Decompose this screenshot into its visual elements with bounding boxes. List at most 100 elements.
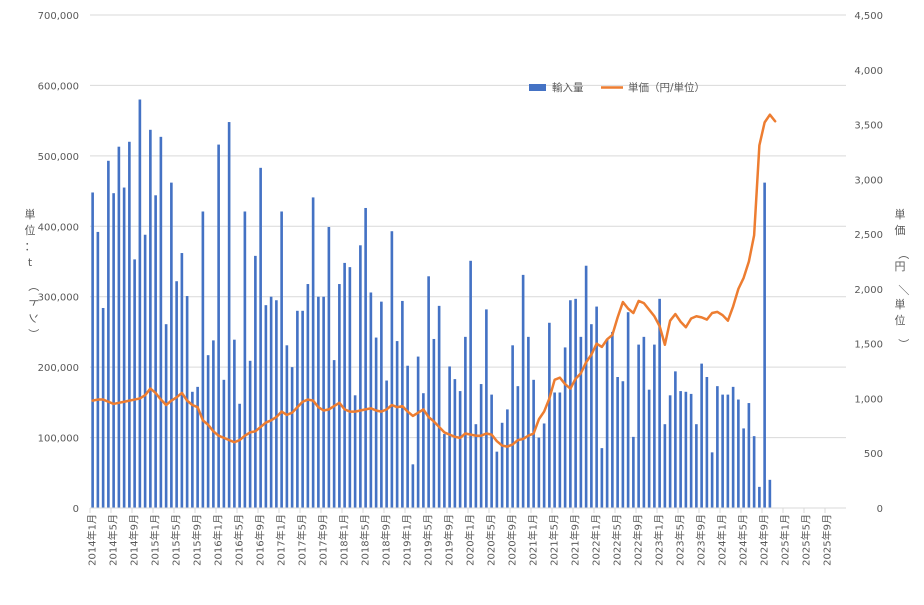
bar [642, 336, 646, 508]
bar [558, 392, 562, 508]
bar [338, 284, 341, 508]
bar [348, 267, 352, 508]
right-tick-label: 3,000 [854, 175, 883, 186]
bar [490, 394, 493, 508]
bar [101, 307, 105, 508]
x-tick-label: 2015年9月 [191, 514, 204, 566]
bar [343, 262, 346, 508]
x-tick-label: 2024年1月 [716, 514, 729, 566]
bar [663, 424, 667, 508]
x-tick-label: 2019年9月 [443, 514, 456, 566]
bar [254, 255, 257, 508]
right-axis-title-char-7: 位 [895, 313, 906, 327]
bar [327, 226, 331, 509]
x-tick-label: 2018年9月 [380, 514, 393, 566]
bar [737, 399, 740, 508]
bar [689, 393, 693, 508]
bar [553, 392, 556, 508]
right-tick-label: 500 [864, 449, 883, 460]
bar [296, 310, 299, 508]
bar [264, 305, 268, 508]
x-tick-label: 2025年5月 [800, 514, 813, 566]
bar [427, 276, 430, 508]
legend-label-line: 単価（円/単位） [628, 81, 705, 94]
left-axis-title-char-5: （ [27, 281, 40, 292]
left-tick-label: 0 [73, 504, 79, 515]
bar [170, 182, 173, 508]
bar [611, 331, 614, 508]
bar [212, 340, 215, 508]
bar [322, 296, 325, 508]
left-axis-title-char-4: t [28, 256, 33, 269]
bar [563, 347, 567, 508]
x-tick-label: 2022年1月 [590, 514, 603, 566]
left-axis-title-char-6: ト [27, 297, 40, 308]
bar [196, 386, 199, 508]
bar [647, 389, 651, 508]
bar [222, 379, 226, 508]
bar [432, 338, 436, 508]
bar [395, 341, 399, 508]
bar [653, 344, 656, 508]
bar [149, 129, 152, 508]
bar [275, 300, 278, 508]
bar-series-輸入量 [91, 99, 772, 509]
bar [443, 434, 446, 508]
x-tick-label: 2025年1月 [779, 514, 792, 566]
bar [122, 187, 126, 509]
bar [159, 136, 163, 508]
bar [668, 395, 672, 508]
bar [406, 365, 409, 508]
bar [684, 391, 688, 508]
x-tick-label: 2017年9月 [317, 514, 330, 566]
left-axis-title-char-1: 単 [25, 207, 36, 221]
bar [579, 336, 583, 508]
bar [658, 298, 661, 508]
bar [621, 381, 625, 508]
bar [726, 394, 730, 508]
x-tick-label: 2024年9月 [758, 514, 771, 566]
x-tick-label: 2024年5月 [737, 514, 750, 566]
bar [285, 345, 289, 508]
bar [306, 284, 310, 508]
bar [217, 144, 220, 509]
bar [437, 305, 441, 508]
x-tick-label: 2016年9月 [254, 514, 267, 566]
bar [532, 379, 535, 508]
bar [332, 360, 336, 508]
bar [290, 367, 294, 508]
left-tick-label: 200,000 [38, 363, 79, 374]
left-axis-title-char-7: ン [27, 313, 40, 324]
left-tick-label: 700,000 [38, 11, 79, 22]
bar [227, 122, 231, 509]
bar [548, 322, 551, 508]
bar [380, 301, 383, 508]
bar [238, 403, 241, 508]
right-axis-ticks: 0 500 1,000 1,500 2,000 2,500 3,000 3,500 4,000 4… [854, 11, 883, 515]
bar [416, 356, 420, 508]
x-tick-label: 2017年5月 [296, 514, 309, 566]
bar [763, 182, 766, 508]
x-tick-label: 2018年5月 [359, 514, 372, 566]
x-tick-label: 2023年9月 [695, 514, 708, 566]
x-tick-label: 2015年5月 [170, 514, 183, 566]
bar [632, 436, 635, 508]
bar [128, 141, 131, 508]
bar [479, 384, 483, 508]
bar [107, 160, 110, 508]
bar [112, 193, 115, 509]
left-tick-label: 400,000 [38, 222, 79, 233]
bar [710, 452, 714, 508]
bar [91, 192, 94, 509]
bar [695, 424, 698, 508]
bar [626, 312, 630, 508]
x-tick-label: 2020年9月 [506, 514, 519, 566]
left-axis-ticks: 0 100,000 200,000 300,000 400,000 500,000 600,… [38, 11, 79, 515]
bar [259, 167, 262, 508]
bar [485, 309, 488, 508]
x-tick-label: 2018年1月 [338, 514, 351, 566]
bar [180, 253, 184, 508]
right-axis-title-char-2: 価 [895, 224, 906, 237]
left-tick-label: 500,000 [38, 152, 79, 163]
bar [248, 360, 252, 508]
